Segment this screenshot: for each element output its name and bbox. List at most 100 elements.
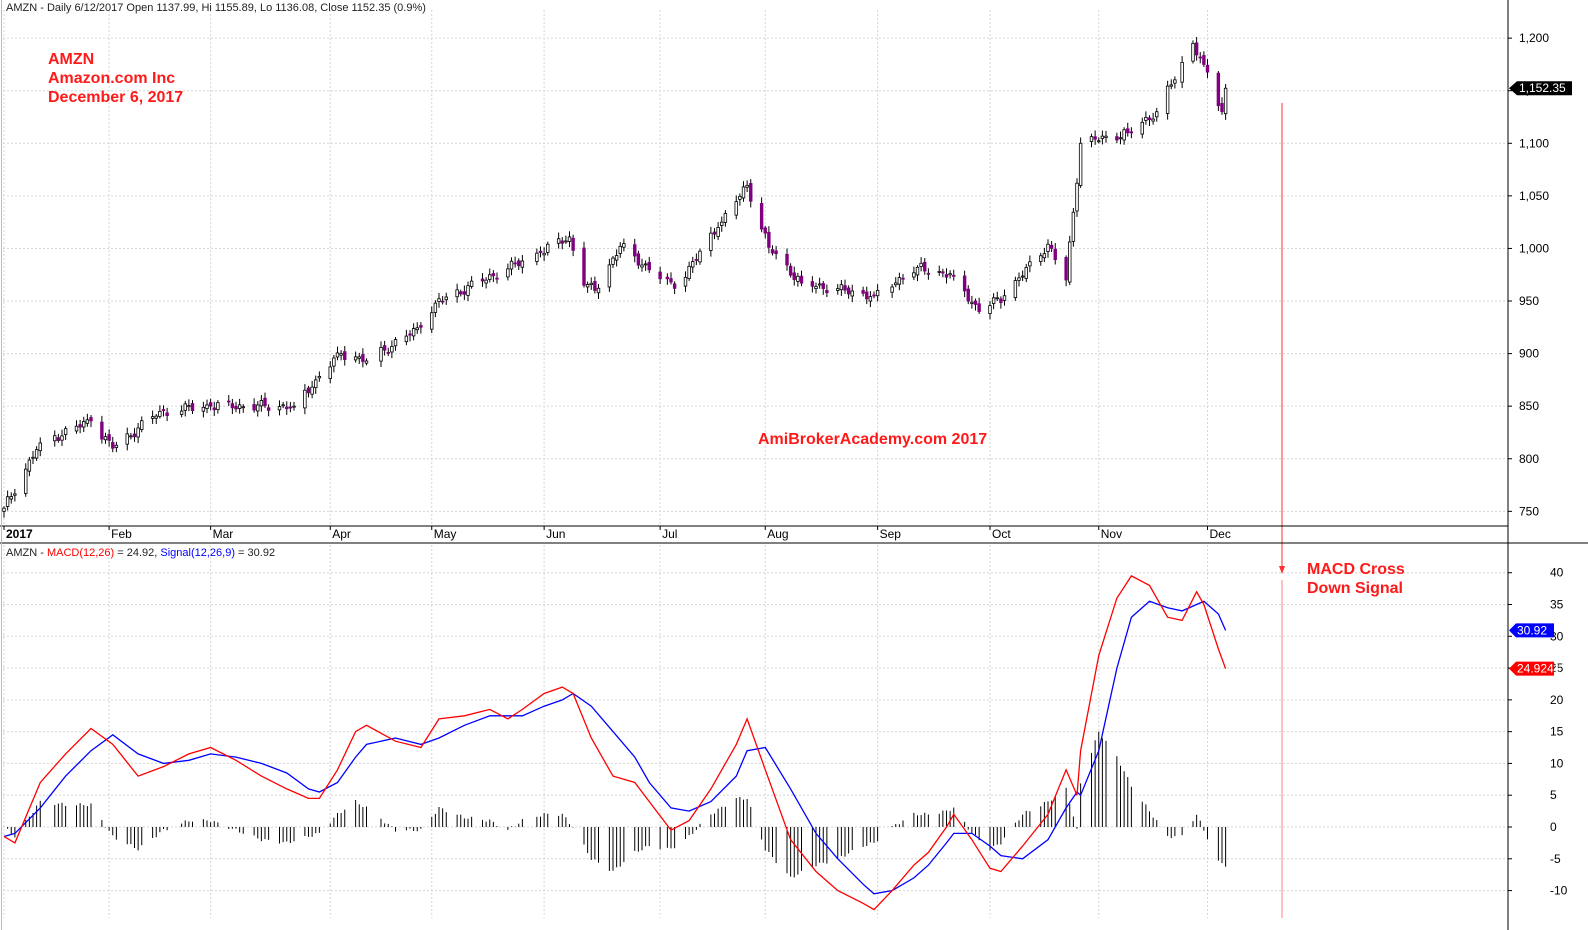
candle	[328, 361, 332, 384]
candle	[665, 273, 670, 285]
candle	[335, 346, 340, 361]
candle	[404, 329, 409, 346]
candle	[259, 395, 264, 412]
candle	[759, 197, 764, 233]
candle	[687, 261, 691, 281]
candle	[647, 256, 651, 273]
candle	[256, 401, 260, 417]
candle	[611, 255, 615, 268]
candle	[1013, 276, 1018, 301]
candle	[810, 276, 815, 293]
candle	[691, 256, 695, 273]
candle	[698, 248, 702, 265]
candle	[633, 238, 637, 263]
xtick-label-4: May	[434, 527, 457, 541]
price-ytick-label-0: 1,200	[1519, 31, 1549, 45]
candle	[393, 336, 398, 351]
candle	[56, 433, 61, 443]
candle	[944, 268, 949, 284]
candle	[977, 297, 981, 314]
candle	[1165, 80, 1170, 120]
xtick-label-1: Feb	[111, 527, 132, 541]
macd-ytick-label-5: 15	[1550, 725, 1564, 739]
candle	[183, 400, 187, 417]
candle	[364, 358, 369, 366]
candle	[640, 258, 644, 272]
candle	[517, 258, 521, 270]
candle	[973, 298, 978, 311]
candle	[962, 270, 967, 298]
candle	[82, 416, 86, 433]
candle	[440, 296, 445, 305]
candle	[1024, 263, 1028, 283]
signal-header-label: Signal(12,26,9)	[160, 547, 235, 559]
xtick-label-7: Aug	[767, 527, 788, 541]
candle	[140, 416, 144, 433]
candle	[785, 248, 789, 271]
candle	[1078, 137, 1083, 188]
candle	[9, 492, 13, 504]
grid-layer	[3, 10, 1508, 918]
candle	[107, 429, 111, 447]
candle	[1191, 40, 1195, 64]
candle	[520, 255, 525, 274]
candle	[201, 401, 206, 418]
candle	[1064, 255, 1068, 287]
xtick-label-6: Jul	[662, 527, 677, 541]
candle	[622, 238, 626, 252]
candle	[564, 235, 568, 244]
candle	[303, 384, 307, 415]
candle	[1115, 132, 1119, 144]
candle	[266, 404, 271, 417]
candle	[103, 432, 108, 444]
candle	[386, 347, 390, 357]
candle	[34, 446, 39, 461]
candle	[390, 340, 394, 359]
candle	[694, 253, 699, 266]
xtick-label-3: Apr	[332, 527, 351, 541]
candle	[850, 284, 854, 303]
candle	[1071, 207, 1076, 247]
macd-value-badge: 24.9241	[1509, 661, 1561, 676]
candle	[353, 351, 358, 363]
candle	[912, 266, 916, 281]
candle	[277, 400, 282, 416]
candle	[745, 180, 749, 193]
candle	[1169, 79, 1173, 90]
candle	[314, 375, 318, 394]
macd-ytick-label-10: -10	[1550, 884, 1568, 898]
macd-header-prefix: AMZN -	[6, 547, 47, 559]
candle	[1068, 235, 1072, 286]
signal-annotation-line1: MACD Cross	[1307, 561, 1405, 578]
candle	[970, 295, 974, 309]
candle	[60, 429, 64, 447]
candle	[234, 401, 238, 413]
candle	[1216, 71, 1221, 111]
candle	[74, 420, 79, 434]
candle	[669, 272, 673, 285]
candle	[861, 286, 865, 297]
candle	[1205, 59, 1210, 79]
candle	[1046, 239, 1050, 258]
signal-arrow-head	[1279, 566, 1285, 574]
candle	[1039, 252, 1043, 266]
candle	[720, 216, 724, 232]
candle	[1151, 112, 1155, 125]
candle	[799, 270, 804, 287]
candle	[150, 410, 155, 424]
candle	[614, 249, 619, 267]
candle	[1147, 115, 1152, 126]
candle	[13, 488, 17, 502]
candle	[988, 300, 992, 320]
candle	[292, 401, 296, 411]
candle	[361, 348, 365, 368]
candle	[158, 405, 162, 419]
candle	[836, 284, 840, 295]
candle	[618, 242, 622, 258]
signal-value-badge-text: 30.92	[1517, 623, 1547, 637]
candle	[1198, 52, 1202, 64]
candle	[227, 395, 231, 406]
candle	[430, 306, 434, 334]
candle	[560, 237, 564, 250]
